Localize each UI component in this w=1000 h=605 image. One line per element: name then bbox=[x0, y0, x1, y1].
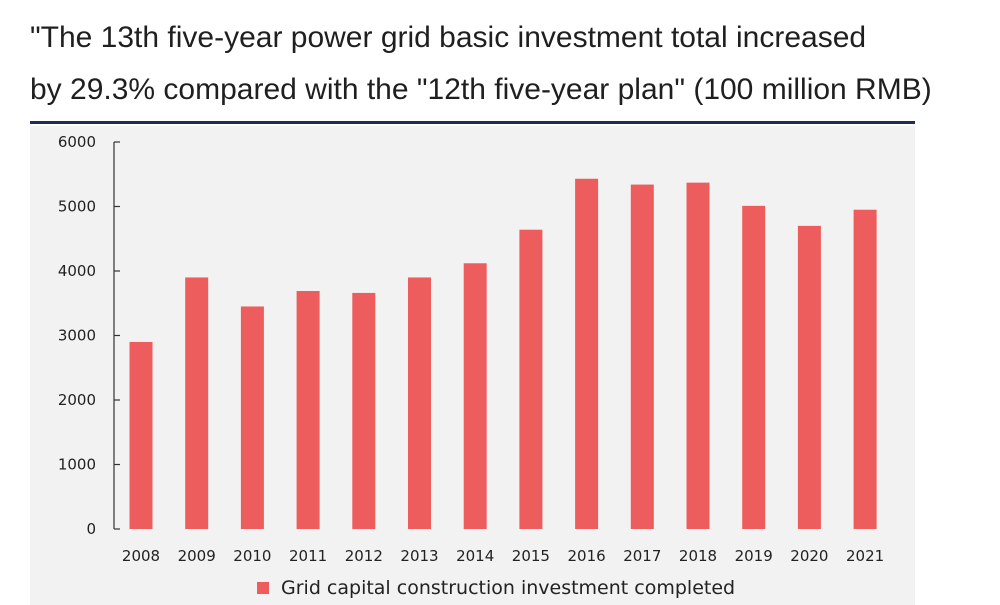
x-tick-label: 2009 bbox=[178, 547, 216, 565]
x-tick-label: 2017 bbox=[623, 547, 661, 565]
legend-swatch bbox=[257, 582, 269, 594]
chart-title: "The 13th five-year power grid basic inv… bbox=[30, 12, 990, 116]
x-tick-label: 2013 bbox=[400, 547, 438, 565]
y-tick-label: 3000 bbox=[58, 327, 96, 345]
x-tick-label: 2016 bbox=[568, 547, 606, 565]
title-divider bbox=[30, 121, 915, 124]
x-tick-label: 2010 bbox=[233, 547, 271, 565]
bar-2013 bbox=[408, 277, 431, 529]
x-tick-label: 2020 bbox=[790, 547, 828, 565]
x-tick-label: 2014 bbox=[456, 547, 494, 565]
bar-2017 bbox=[630, 184, 654, 529]
bar-2010 bbox=[240, 306, 264, 529]
y-tick-label: 0 bbox=[86, 520, 96, 538]
x-tick-label: 2012 bbox=[345, 547, 383, 565]
y-tick-label: 5000 bbox=[58, 198, 96, 216]
bar-2009 bbox=[185, 277, 209, 529]
bar-2019 bbox=[742, 205, 766, 530]
x-tick-label: 2021 bbox=[846, 547, 884, 565]
bar-2016 bbox=[575, 178, 599, 529]
bar-2020 bbox=[797, 225, 821, 529]
y-tick-label: 4000 bbox=[58, 262, 96, 280]
bar-2012 bbox=[352, 292, 376, 529]
bar-2014 bbox=[463, 263, 487, 529]
x-axis-labels: 2008 2009 2010 2011 2012 2013 2014 2015 2016 2017… bbox=[122, 547, 884, 565]
y-tick-label: 1000 bbox=[58, 456, 96, 474]
bar-2015 bbox=[519, 229, 543, 529]
legend-label: Grid capital construction investment com… bbox=[281, 577, 736, 599]
x-tick-label: 2008 bbox=[122, 547, 160, 565]
x-tick-label: 2015 bbox=[512, 547, 550, 565]
y-axis: 0 1000 2000 3000 4000 5000 6000 bbox=[58, 133, 120, 538]
bar-2021 bbox=[853, 209, 877, 529]
bars bbox=[129, 178, 877, 530]
x-tick-label: 2011 bbox=[289, 547, 327, 565]
bar-2008 bbox=[129, 341, 153, 529]
title-line-2: by 29.3% compared with the "12th five-ye… bbox=[30, 73, 932, 106]
y-tick-label: 2000 bbox=[58, 391, 96, 409]
bar-2018 bbox=[686, 182, 710, 529]
bar-2011 bbox=[296, 290, 320, 529]
x-tick-label: 2019 bbox=[735, 547, 773, 565]
x-tick-label: 2018 bbox=[679, 547, 717, 565]
y-tick-label: 6000 bbox=[58, 133, 96, 151]
title-line-1: "The 13th five-year power grid basic inv… bbox=[30, 21, 867, 54]
legend: Grid capital construction investment com… bbox=[257, 576, 735, 600]
